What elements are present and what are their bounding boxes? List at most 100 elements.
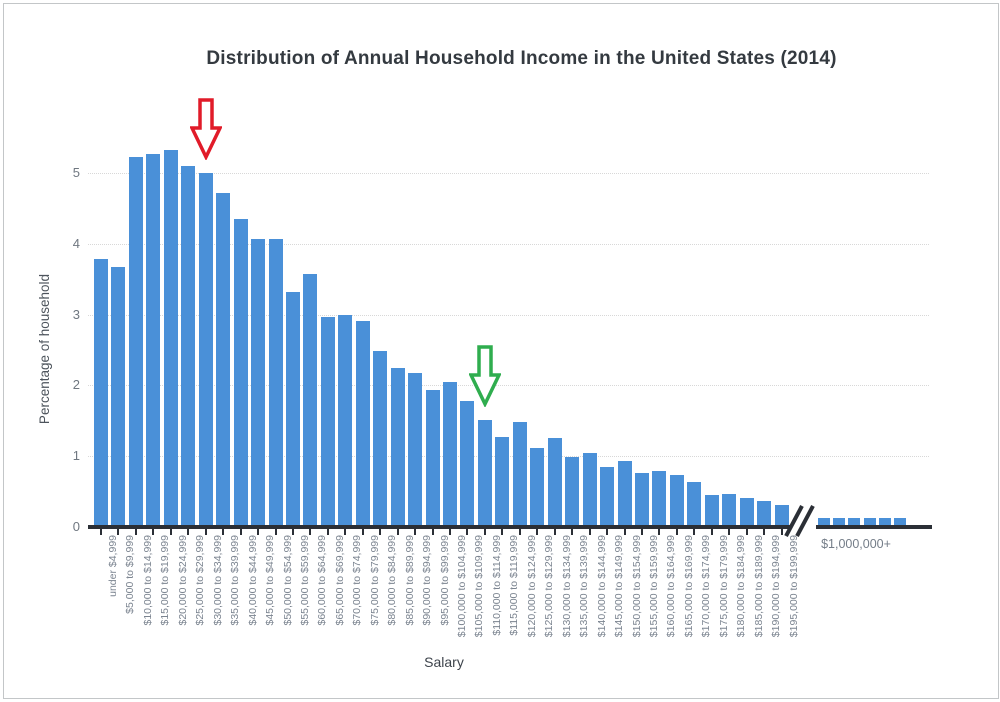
bar: [146, 153, 161, 527]
y-tick-label: 0: [72, 519, 80, 534]
bar: [600, 466, 615, 527]
bar: [477, 420, 492, 527]
x-tick-label: $50,000 to $54,999: [281, 535, 294, 626]
bar: [704, 495, 719, 527]
y-tick-label: 4: [72, 235, 80, 251]
bar: [390, 367, 405, 527]
x-tick-label: $30,000 to $34,999: [211, 535, 224, 626]
bar: [338, 314, 353, 527]
million-plus-bar: [818, 517, 830, 525]
x-tick-label: $10,000 to $14,999: [141, 535, 154, 626]
bar: [757, 500, 772, 527]
x-axis-tick: [291, 529, 294, 535]
bar: [268, 238, 283, 527]
x-axis-tick: [588, 529, 591, 535]
bar: [198, 173, 213, 527]
x-tick-label: $120,000 to $124,999: [525, 535, 538, 638]
x-axis-tick: [431, 529, 434, 535]
x-axis-tick: [134, 529, 137, 535]
x-axis-tick: [169, 529, 172, 535]
x-axis-tick: [414, 529, 417, 535]
x-tick-label: $140,000 to $144,999: [595, 535, 608, 638]
x-axis-tick: [745, 529, 748, 535]
bar: [634, 473, 649, 527]
x-axis-tick: [553, 529, 556, 535]
x-axis-tick: [640, 529, 643, 535]
x-tick-label: $100,000 to $104,999: [456, 535, 468, 638]
x-axis-tick: [728, 529, 731, 535]
x-tick-label: $130,000 to $134,999: [560, 535, 573, 638]
green-arrow-icon: [468, 345, 502, 409]
x-tick-label: $80,000 to $84,999: [386, 535, 399, 626]
bar: [111, 267, 126, 527]
million-plus-label: $1,000,000+: [821, 537, 891, 551]
x-axis-tick: [152, 529, 155, 535]
bar: [722, 494, 737, 527]
bar: [355, 320, 370, 527]
y-tick-label: 2: [72, 377, 80, 393]
x-axis-tick: [501, 529, 504, 535]
x-tick-label: under $4,999: [107, 535, 119, 597]
x-axis-line: [88, 525, 790, 529]
gridline: [88, 314, 929, 316]
gridline: [88, 243, 929, 245]
bar: [251, 238, 266, 527]
x-axis-tick: [379, 529, 382, 535]
x-tick-label: $160,000 to $164,999: [665, 535, 678, 638]
bar: [774, 505, 789, 527]
x-tick-label: $105,000 to $109,999: [473, 535, 486, 638]
bar: [128, 157, 143, 527]
x-axis-tick: [675, 529, 678, 535]
x-tick-label: $45,000 to $49,999: [264, 535, 277, 626]
chart-card: Distribution of Annual Household Income …: [3, 3, 999, 699]
x-tick-label: $60,000 to $64,999: [316, 535, 329, 626]
y-tick-label: 3: [72, 306, 80, 322]
red-arrow: [188, 98, 223, 162]
million-plus-bar: [833, 517, 846, 525]
x-axis-title: Salary: [424, 654, 464, 670]
x-tick-label: $55,000 to $59,999: [298, 535, 311, 626]
x-axis-tick: [274, 529, 277, 535]
bar: [669, 475, 684, 527]
bar: [320, 316, 335, 527]
x-tick-label: $155,000 to $159,999: [647, 535, 660, 638]
x-axis-tick: [658, 529, 661, 535]
x-tick-label: $25,000 to $29,999: [194, 535, 207, 626]
x-axis-tick: [187, 529, 190, 535]
x-axis-tick: [100, 529, 102, 535]
x-tick-label: $65,000 to $69,999: [333, 535, 346, 626]
x-axis-tick: [204, 529, 207, 535]
bar: [303, 274, 318, 527]
x-axis-tick: [606, 529, 609, 535]
x-tick-label: $5,000 to $9,999: [124, 535, 137, 614]
y-tick-label: 1: [72, 448, 80, 464]
x-tick-label: $70,000 to $74,999: [351, 535, 364, 626]
x-axis-tick: [623, 529, 626, 535]
bar: [425, 390, 440, 527]
bar: [495, 437, 510, 527]
x-tick-label: $170,000 to $174,999: [700, 535, 713, 638]
bar: [94, 259, 108, 527]
bar: [565, 456, 580, 527]
bar: [582, 453, 597, 527]
x-tick-label: $185,000 to $189,999: [752, 535, 765, 638]
x-tick-label: $150,000 to $154,999: [630, 535, 643, 638]
chart-plot-area: Distribution of Annual Household Income …: [4, 4, 998, 698]
y-axis-title: Percentage of household: [37, 273, 52, 425]
million-plus-bar: [863, 517, 876, 525]
red-arrow-icon: [188, 98, 223, 162]
y-tick-label: 5: [72, 165, 80, 180]
x-axis-tick: [763, 529, 766, 535]
bar: [216, 192, 231, 527]
x-tick-label: $90,000 to $94,999: [421, 535, 434, 626]
x-axis-tick: [518, 529, 521, 535]
x-tick-label: $115,000 to $119,999: [508, 535, 521, 636]
x-tick-label: $135,000 to $139,999: [578, 535, 591, 638]
bar: [739, 497, 754, 527]
x-tick-label: $190,000 to $194,999: [770, 535, 783, 638]
x-tick-label: $85,000 to $89,999: [403, 535, 416, 626]
x-axis-tick: [361, 529, 364, 535]
bar: [408, 373, 423, 527]
x-axis-tick: [117, 529, 120, 535]
x-tick-label: $20,000 to $24,999: [176, 535, 189, 626]
